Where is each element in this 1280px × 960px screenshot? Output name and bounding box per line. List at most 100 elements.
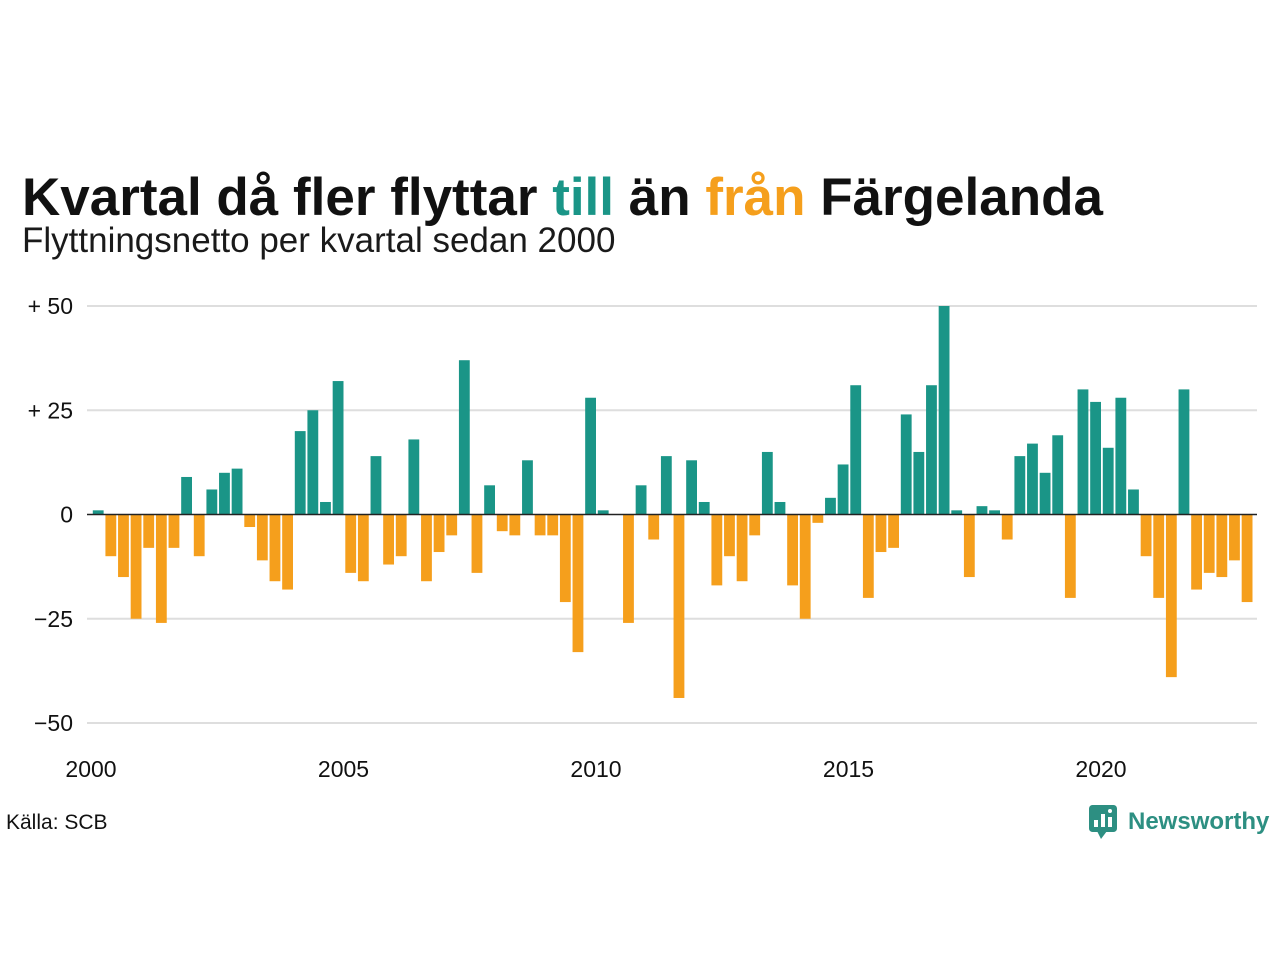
bar-negative <box>168 514 180 548</box>
logo-icon-bar <box>1094 820 1098 827</box>
title-part-middle: än <box>614 167 706 227</box>
bar-negative <box>862 514 874 598</box>
bar-positive <box>522 460 533 515</box>
bar-negative <box>1064 514 1076 598</box>
bar-positive <box>774 501 786 515</box>
bar-negative <box>1001 514 1013 540</box>
y-tick-label: 0 <box>60 502 73 528</box>
bar-negative <box>888 514 899 548</box>
logo-icon-bar <box>1101 814 1105 827</box>
bar-positive <box>1178 389 1190 515</box>
bar-negative <box>496 514 508 532</box>
x-axis: 2000 2005 2010 2015 2020 <box>65 756 1126 782</box>
y-tick-label: −50 <box>34 710 73 736</box>
bar-positive <box>1102 447 1114 515</box>
x-tick-label: 2015 <box>823 756 874 782</box>
bar-negative <box>244 514 256 528</box>
y-tick-label: + 25 <box>28 397 73 423</box>
bar-positive <box>332 381 344 515</box>
newsworthy-logo: Newsworthy <box>1088 803 1269 841</box>
bar-negative <box>256 514 268 561</box>
bar-positive <box>597 510 609 515</box>
bar-negative <box>118 514 129 578</box>
bar-positive <box>219 472 230 515</box>
gridlines <box>87 305 1257 724</box>
bar-positive <box>926 385 937 515</box>
bar-positive <box>976 506 988 515</box>
bar-negative <box>155 514 167 623</box>
bar-negative <box>572 514 584 653</box>
bar-positive <box>913 451 925 515</box>
bar-negative <box>724 514 735 557</box>
bar-positive <box>837 464 849 515</box>
bar-positive <box>698 501 710 515</box>
bar-positive <box>951 510 963 515</box>
bar-positive <box>1052 435 1064 515</box>
y-tick-label: + 50 <box>28 293 73 319</box>
bar-positive <box>635 485 647 515</box>
bar-negative <box>446 514 458 536</box>
bar-positive <box>458 360 470 515</box>
bar-negative <box>787 514 798 586</box>
bar-negative <box>534 514 546 536</box>
bar-positive <box>1077 389 1089 515</box>
bar-positive <box>1039 472 1051 515</box>
bar-positive <box>231 468 243 515</box>
bar-positive <box>1027 443 1038 515</box>
bar-negative <box>1203 514 1215 573</box>
bar-negative <box>799 514 811 619</box>
bar-negative <box>1140 514 1152 557</box>
bar-negative <box>749 514 761 536</box>
bar-positive <box>1128 489 1139 515</box>
bar-negative <box>963 514 975 578</box>
bar-positive <box>585 397 596 515</box>
bar-negative <box>1216 514 1228 578</box>
bar-positive <box>408 439 420 515</box>
bar-negative <box>875 514 887 553</box>
bar-negative <box>345 514 357 573</box>
bars <box>92 306 1253 698</box>
x-tick-label: 2010 <box>570 756 621 782</box>
bar-negative <box>648 514 660 540</box>
bar-chart: + 50 + 25 0 −25 −50 2000 2005 2010 2015 2020 <box>28 293 1257 782</box>
logo-icon-dot <box>1108 809 1112 813</box>
bar-positive <box>1115 397 1127 515</box>
bar-positive <box>320 501 331 515</box>
bar-negative <box>673 514 685 698</box>
bar-positive <box>181 476 192 515</box>
bar-negative <box>193 514 205 557</box>
newsworthy-logo-icon <box>1089 805 1117 839</box>
chart-subtitle: Flyttningsnetto per kvartal sedan 2000 <box>22 221 616 260</box>
title-part-end: Färgelanda <box>805 167 1103 227</box>
chart-title: Kvartal då fler flyttar till än från Fär… <box>22 171 1103 224</box>
bar-positive <box>206 489 218 515</box>
bar-positive <box>92 510 104 515</box>
bar-positive <box>938 306 950 515</box>
title-highlight-fran: från <box>705 167 806 227</box>
bar-positive <box>850 385 862 515</box>
bar-negative <box>130 514 142 619</box>
bar-positive <box>307 410 319 515</box>
title-highlight-till: till <box>552 167 615 227</box>
logo-icon-bar <box>1108 817 1112 827</box>
bar-negative <box>105 514 117 557</box>
bar-negative <box>433 514 445 553</box>
bar-positive <box>294 431 306 515</box>
y-tick-label: −25 <box>34 606 73 632</box>
bar-positive <box>825 497 836 515</box>
bar-negative <box>1229 514 1240 561</box>
x-tick-label: 2000 <box>65 756 116 782</box>
bar-positive <box>686 460 697 515</box>
bar-negative <box>395 514 407 557</box>
bar-negative <box>421 514 432 582</box>
bar-positive <box>370 456 382 515</box>
bar-negative <box>559 514 571 603</box>
logo-icon-tail <box>1097 831 1107 839</box>
bar-negative <box>1165 514 1177 678</box>
x-tick-label: 2020 <box>1075 756 1126 782</box>
bar-negative <box>1241 514 1253 603</box>
source-note: Källa: SCB <box>6 811 108 834</box>
bar-negative <box>1153 514 1165 598</box>
bar-positive <box>660 456 672 515</box>
bar-negative <box>143 514 155 548</box>
